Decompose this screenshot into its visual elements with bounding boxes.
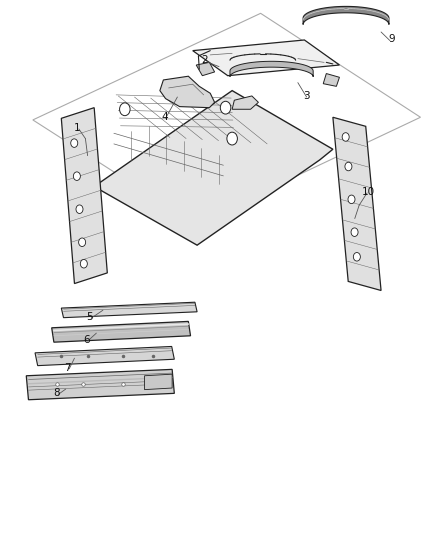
Polygon shape (35, 346, 174, 366)
Polygon shape (196, 62, 215, 76)
Polygon shape (61, 302, 197, 318)
Circle shape (348, 195, 355, 204)
Text: 9: 9 (389, 35, 396, 44)
Polygon shape (230, 61, 313, 77)
Text: 1: 1 (73, 123, 80, 133)
Polygon shape (303, 6, 389, 25)
Polygon shape (33, 13, 420, 224)
Polygon shape (193, 40, 339, 76)
Polygon shape (61, 108, 107, 284)
Circle shape (120, 103, 130, 116)
Polygon shape (232, 96, 258, 109)
Text: 7: 7 (64, 363, 71, 373)
Circle shape (220, 101, 231, 114)
Circle shape (345, 162, 352, 171)
Polygon shape (160, 76, 215, 108)
Circle shape (78, 238, 86, 246)
Text: 6: 6 (83, 335, 90, 345)
Circle shape (80, 260, 87, 268)
Circle shape (227, 132, 237, 145)
Text: 2: 2 (201, 55, 208, 64)
Circle shape (74, 172, 81, 180)
Circle shape (351, 228, 358, 237)
Circle shape (76, 205, 83, 213)
Polygon shape (145, 374, 172, 390)
Text: 4: 4 (161, 112, 168, 122)
Polygon shape (323, 74, 339, 86)
Circle shape (353, 253, 360, 261)
Circle shape (342, 133, 349, 141)
Polygon shape (52, 321, 191, 342)
Text: 3: 3 (303, 91, 310, 101)
Polygon shape (333, 117, 381, 290)
Text: 5: 5 (86, 312, 93, 322)
Polygon shape (26, 369, 174, 400)
Text: 10: 10 (361, 187, 374, 197)
Circle shape (71, 139, 78, 147)
Text: 8: 8 (53, 389, 60, 398)
Polygon shape (94, 91, 333, 245)
